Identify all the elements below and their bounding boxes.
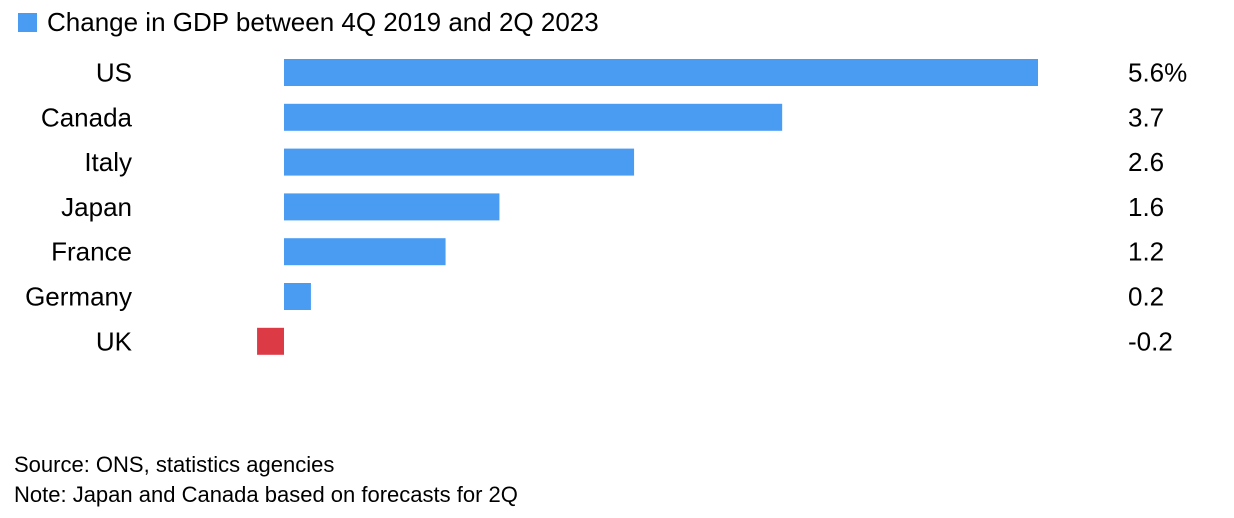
category-label-canada: Canada	[41, 102, 133, 132]
bar-uk	[257, 327, 284, 355]
legend-label: Change in GDP between 4Q 2019 and 2Q 202…	[47, 6, 599, 37]
value-label-italy: 2.6	[1128, 147, 1164, 177]
value-label-canada: 3.7	[1128, 102, 1164, 132]
category-label-italy: Italy	[84, 147, 132, 177]
category-label-france: France	[51, 237, 132, 267]
value-label-france: 1.2	[1128, 237, 1164, 267]
category-label-germany: Germany	[25, 282, 132, 312]
source-note: Source: ONS, statistics agencies	[14, 452, 335, 477]
forecast-note: Note: Japan and Canada based on forecast…	[14, 482, 518, 507]
bar-japan	[284, 193, 500, 221]
chart-footer: Source: ONS, statistics agencies Note: J…	[14, 450, 518, 510]
bar-italy	[284, 148, 635, 176]
bars	[257, 59, 1038, 355]
category-label-uk: UK	[96, 326, 133, 356]
category-label-japan: Japan	[61, 192, 132, 222]
value-labels: 5.6% 3.7 2.6 1.6 1.2 0.2 -0.2	[1128, 58, 1187, 357]
bar-germany	[284, 283, 311, 310]
value-label-japan: 1.6	[1128, 192, 1164, 222]
legend-swatch	[18, 12, 37, 32]
legend: Change in GDP between 4Q 2019 and 2Q 202…	[18, 6, 599, 38]
bar-canada	[284, 103, 783, 131]
value-label-germany: 0.2	[1128, 282, 1164, 312]
category-labels: US Canada Italy Japan France Germany UK	[25, 58, 133, 357]
bar-us	[284, 59, 1038, 86]
value-label-us: 5.6%	[1128, 58, 1187, 88]
value-label-uk: -0.2	[1128, 326, 1173, 356]
bar-chart: US Canada Italy Japan France Germany UK 5.6% 3.…	[25, 58, 1187, 357]
category-label-us: US	[96, 58, 132, 88]
bar-france	[284, 238, 446, 266]
